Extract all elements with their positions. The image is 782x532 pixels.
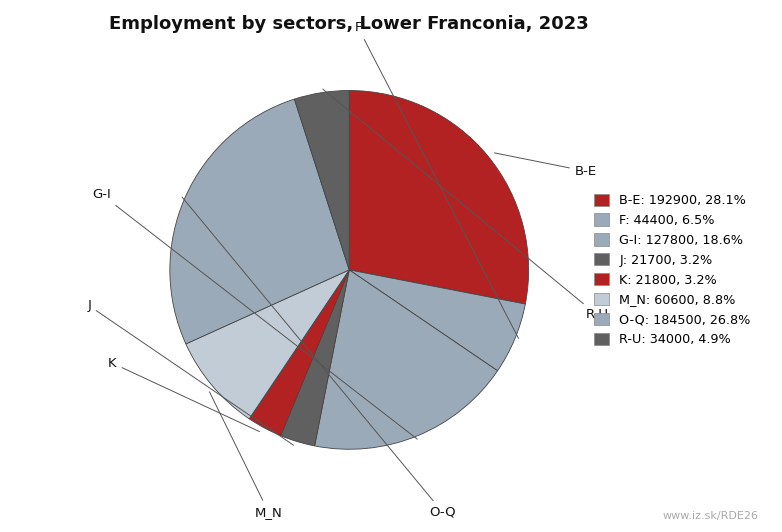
Text: K: K bbox=[108, 356, 260, 431]
Text: M_N: M_N bbox=[210, 392, 282, 519]
Text: www.iz.sk/RDE26: www.iz.sk/RDE26 bbox=[662, 511, 759, 521]
Legend: B-E: 192900, 28.1%, F: 44400, 6.5%, G-I: 127800, 18.6%, J: 21700, 3.2%, K: 21800: B-E: 192900, 28.1%, F: 44400, 6.5%, G-I:… bbox=[589, 188, 756, 351]
Text: R-U: R-U bbox=[323, 89, 608, 321]
Wedge shape bbox=[350, 90, 529, 304]
Title: Employment by sectors, Lower Franconia, 2023: Employment by sectors, Lower Franconia, … bbox=[109, 15, 589, 33]
Wedge shape bbox=[249, 270, 350, 436]
Wedge shape bbox=[170, 99, 350, 344]
Text: J: J bbox=[88, 300, 293, 445]
Wedge shape bbox=[281, 270, 350, 446]
Wedge shape bbox=[314, 270, 497, 449]
Text: B-E: B-E bbox=[494, 153, 597, 178]
Wedge shape bbox=[294, 90, 350, 270]
Text: O-Q: O-Q bbox=[182, 197, 456, 519]
Text: G-I: G-I bbox=[92, 188, 418, 439]
Text: F: F bbox=[354, 21, 518, 338]
Wedge shape bbox=[186, 270, 350, 419]
Wedge shape bbox=[350, 270, 526, 371]
